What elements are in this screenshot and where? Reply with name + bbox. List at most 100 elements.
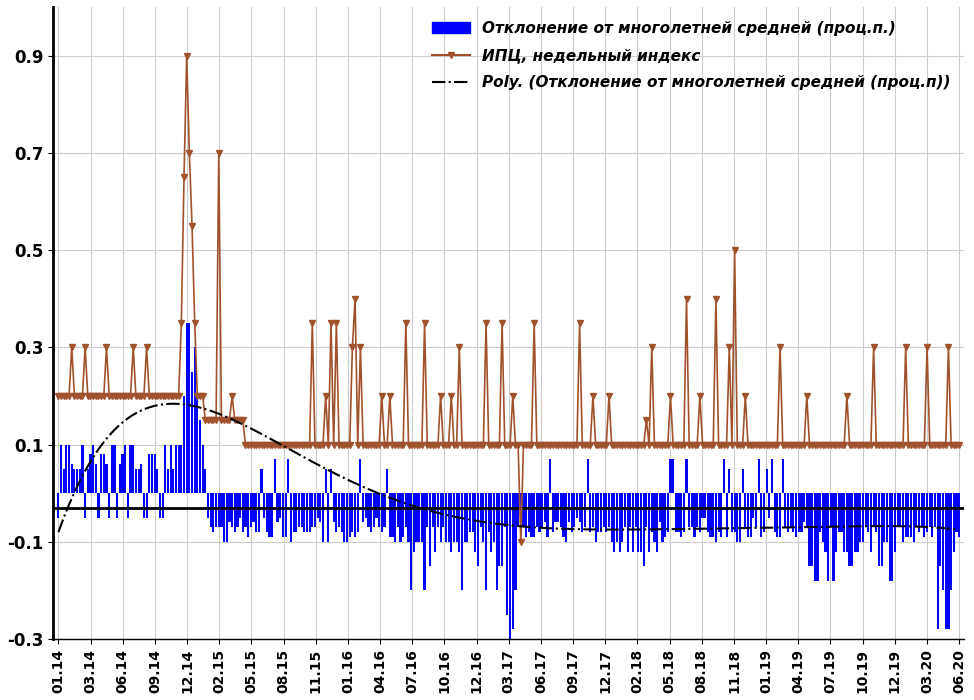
Bar <box>688 494 691 527</box>
Bar <box>651 494 653 532</box>
Bar <box>552 494 554 532</box>
Bar <box>931 494 933 537</box>
Bar <box>626 494 629 552</box>
Bar <box>779 494 781 537</box>
Bar <box>207 494 209 517</box>
Bar <box>223 494 225 542</box>
Bar <box>162 494 164 517</box>
Bar <box>811 494 813 566</box>
Bar <box>586 459 588 494</box>
Bar <box>137 469 139 493</box>
Bar <box>891 494 893 581</box>
Bar <box>228 494 231 522</box>
Bar <box>718 494 720 532</box>
Bar <box>442 494 444 527</box>
Bar <box>942 494 944 591</box>
Bar <box>370 494 372 532</box>
Bar <box>851 494 853 566</box>
Bar <box>747 494 749 537</box>
Bar <box>84 494 86 517</box>
Bar <box>798 494 800 532</box>
Bar <box>431 494 433 527</box>
Bar <box>635 494 637 527</box>
Bar <box>618 494 620 552</box>
Bar <box>177 444 180 493</box>
Bar <box>399 494 401 542</box>
Bar <box>768 494 770 517</box>
Bar <box>856 494 859 552</box>
Bar <box>680 494 682 537</box>
Bar <box>543 494 545 522</box>
Bar <box>579 494 581 522</box>
Bar <box>845 494 848 552</box>
Bar <box>675 494 677 532</box>
Bar <box>611 494 613 542</box>
Bar <box>506 494 508 615</box>
Bar <box>539 494 541 532</box>
Bar <box>82 444 84 493</box>
Bar <box>335 494 337 532</box>
Bar <box>389 494 391 537</box>
Bar <box>733 494 735 532</box>
Bar <box>413 494 415 552</box>
Bar <box>894 494 896 552</box>
Bar <box>803 494 805 522</box>
Bar <box>608 494 610 527</box>
Bar <box>761 494 763 537</box>
Bar <box>333 494 335 522</box>
Bar <box>493 494 495 542</box>
Bar <box>199 420 201 494</box>
Bar <box>263 494 265 517</box>
Bar <box>386 469 389 493</box>
Bar <box>194 347 196 494</box>
Bar <box>392 494 393 537</box>
Bar <box>130 444 131 493</box>
Bar <box>704 494 706 517</box>
Bar <box>873 494 875 527</box>
Bar <box>188 323 191 493</box>
Bar <box>237 494 239 527</box>
Bar <box>835 494 838 552</box>
Bar <box>111 444 113 493</box>
Bar <box>461 494 463 591</box>
Bar <box>729 469 730 493</box>
Bar <box>528 494 530 532</box>
Bar <box>373 494 375 527</box>
Bar <box>119 464 121 494</box>
Bar <box>209 494 211 527</box>
Bar <box>330 469 332 493</box>
Bar <box>255 494 257 532</box>
Bar <box>726 494 728 537</box>
Bar <box>536 494 538 527</box>
Bar <box>592 494 594 527</box>
Bar <box>808 494 810 566</box>
Bar <box>557 494 559 522</box>
Bar <box>902 494 904 542</box>
Bar <box>605 494 608 532</box>
Bar <box>805 494 807 527</box>
Bar <box>338 494 340 527</box>
Bar <box>838 494 840 532</box>
Bar <box>226 494 228 542</box>
Bar <box>813 494 816 581</box>
Bar <box>474 494 476 552</box>
Bar <box>504 494 506 527</box>
Bar <box>140 464 142 494</box>
Bar <box>290 494 292 542</box>
Bar <box>381 494 383 532</box>
Bar <box>309 494 311 532</box>
Bar <box>105 464 107 494</box>
Bar <box>696 494 698 527</box>
Bar <box>793 494 795 532</box>
Bar <box>581 494 583 532</box>
Bar <box>434 494 436 552</box>
Bar <box>865 494 867 527</box>
Bar <box>883 494 885 542</box>
Bar <box>156 469 159 493</box>
Bar <box>384 494 386 527</box>
Bar <box>517 494 519 527</box>
Bar <box>646 494 648 527</box>
Bar <box>934 494 936 527</box>
Bar <box>76 469 78 493</box>
Bar <box>654 494 656 542</box>
